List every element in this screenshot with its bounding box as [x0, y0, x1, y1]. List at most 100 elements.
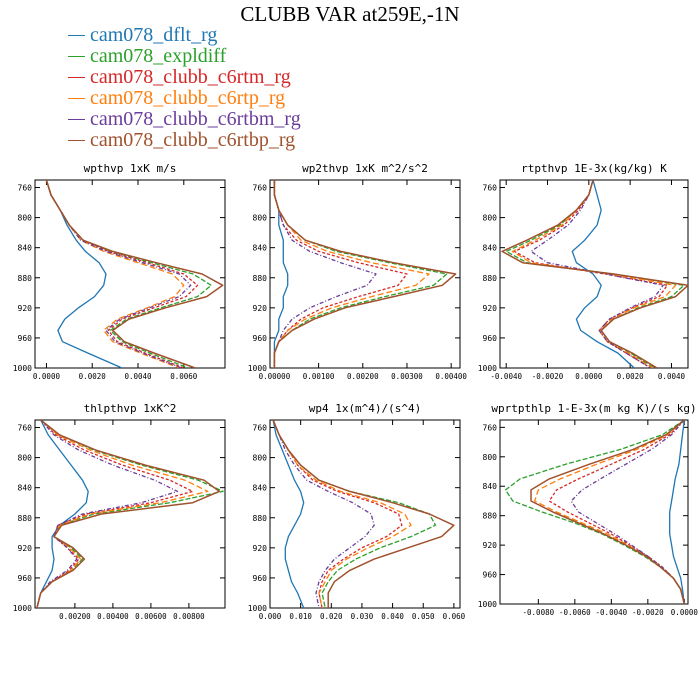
y-tick-label: 960	[253, 574, 268, 583]
chart-panel: rtpthvp 1E-3x(kg/kg) K 760 800 840 880 920 960…	[478, 162, 689, 381]
y-tick-label: 960	[253, 334, 268, 343]
x-tick-label: 0.00800	[173, 612, 205, 621]
series-line	[273, 180, 408, 368]
x-tick-label: 0.00300	[391, 372, 423, 381]
x-tick-label: -0.0020	[632, 608, 664, 617]
y-tick-label: 800	[483, 453, 498, 462]
legend-item: cam078_clubb_c6rtbm_rg	[68, 108, 301, 129]
y-tick-label: 920	[18, 544, 33, 553]
series-line	[36, 420, 89, 608]
y-tick-label: 920	[253, 304, 268, 313]
chart-panel: thlpthvp 1xK^2 760 800 840 880 920 960 1000 0.00…	[13, 402, 226, 621]
series-line	[501, 180, 688, 368]
x-tick-label: 0.0040	[124, 372, 152, 381]
y-tick-label: 1000	[13, 604, 32, 613]
legend-swatch	[68, 55, 85, 57]
series-line	[36, 420, 179, 608]
y-tick-label: 840	[18, 484, 33, 493]
legend-item: cam078_clubb_c6rtp_rg	[68, 87, 301, 108]
x-tick-label: 0.0020	[617, 372, 645, 381]
y-tick-label: 840	[483, 244, 498, 253]
y-tick-label: 800	[483, 214, 498, 223]
legend-swatch	[68, 139, 85, 141]
y-tick-label: 760	[253, 184, 268, 193]
legend-label: cam078_expldiff	[90, 44, 227, 67]
series-line	[36, 420, 224, 608]
series-line	[511, 180, 677, 368]
y-tick-label: 960	[483, 571, 498, 580]
chart-title: wpthvp 1xK m/s	[84, 162, 177, 175]
x-tick-label: 0.00400	[435, 372, 467, 381]
legend-swatch	[68, 34, 85, 36]
plot-frame	[34, 419, 226, 609]
x-tick-label: 0.00100	[303, 372, 335, 381]
y-tick-label: 760	[483, 423, 498, 432]
series-line	[272, 420, 403, 608]
chart-title: rtpthvp 1E-3x(kg/kg) K	[521, 162, 667, 175]
series-line	[513, 180, 668, 368]
x-tick-label: 0.010	[289, 612, 312, 621]
y-tick-label: 840	[483, 482, 498, 491]
y-tick-label: 1000	[248, 604, 267, 613]
y-tick-label: 1000	[248, 364, 267, 373]
legend-swatch	[68, 76, 85, 78]
series-line	[45, 180, 224, 368]
y-tick-label: 760	[18, 424, 33, 433]
chart-panel: wprtpthlp 1-E-3x(m kg K)/(s kg) 760 800 840…	[478, 402, 699, 617]
x-tick-label: 0.000	[259, 612, 282, 621]
series-line	[570, 420, 685, 604]
y-tick-label: 880	[483, 274, 498, 283]
legend-item: cam078_expldiff	[68, 45, 301, 66]
legend-label: cam078_clubb_c6rtbm_rg	[90, 107, 301, 130]
series-line	[272, 420, 455, 608]
x-tick-label: 0.060	[443, 612, 466, 621]
legend-swatch	[68, 118, 85, 120]
series-line	[36, 420, 194, 608]
series-line	[530, 420, 686, 604]
y-tick-label: 760	[483, 184, 498, 193]
plot-frame	[499, 419, 689, 605]
series-line	[534, 420, 685, 604]
y-tick-label: 880	[18, 274, 33, 283]
legend-label: cam078_dflt_rg	[90, 23, 218, 46]
legend-swatch	[68, 97, 85, 99]
y-tick-label: 760	[18, 184, 33, 193]
series-line	[272, 420, 375, 608]
y-tick-label: 840	[253, 244, 268, 253]
series-line	[36, 420, 221, 608]
series-line	[273, 180, 448, 368]
y-tick-label: 920	[253, 544, 268, 553]
chart-panel: wpthvp 1xK m/s76080084088092096010000.00…	[13, 162, 226, 381]
x-tick-label: 0.0000	[671, 608, 699, 617]
chart-panel: wp2thvp 1xK m^2/s^2 760 800 840 880 920 960 100…	[248, 162, 468, 381]
y-tick-label: 800	[253, 214, 268, 223]
y-tick-label: 800	[18, 214, 33, 223]
x-tick-label: 0.0040	[658, 372, 686, 381]
series-line	[571, 180, 635, 368]
legend-label: cam078_clubb_c6rtp_rg	[90, 86, 286, 109]
chart-title: wp4 1x(m^4)/(s^4)	[309, 402, 422, 415]
plot-frame	[269, 179, 461, 369]
y-tick-label: 880	[18, 514, 33, 523]
legend-label: cam078_clubb_c6rtm_rg	[90, 65, 291, 88]
x-tick-label: 0.050	[412, 612, 435, 621]
plot-frame	[269, 419, 461, 609]
series-line	[272, 420, 412, 608]
x-tick-label: -0.0080	[523, 608, 555, 617]
figure-title: CLUBB VAR at259E,-1N	[240, 2, 460, 26]
y-tick-label: 1000	[478, 364, 497, 373]
series-line	[45, 180, 123, 368]
series-line	[504, 420, 685, 604]
series-line	[548, 420, 685, 604]
y-tick-label: 880	[253, 514, 268, 523]
series-line	[272, 420, 437, 608]
y-tick-label: 760	[253, 424, 268, 433]
series-line	[273, 180, 377, 368]
chart-title: wp2thvp 1xK m^2/s^2	[302, 162, 428, 175]
series-line	[36, 420, 209, 608]
x-tick-label: -0.0020	[532, 372, 564, 381]
series-line	[669, 420, 685, 604]
x-tick-label: 0.040	[381, 612, 404, 621]
chart-title: wprtpthlp 1-E-3x(m kg K)/(s kg)	[491, 402, 696, 415]
